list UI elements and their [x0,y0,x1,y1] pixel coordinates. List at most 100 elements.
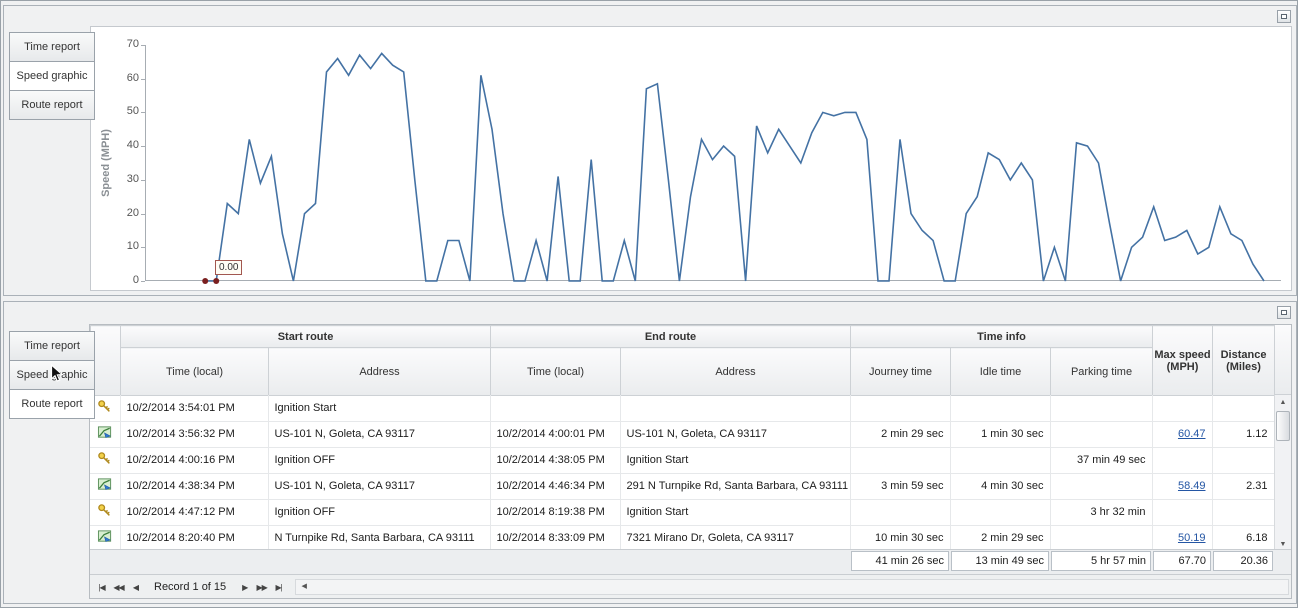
scrollbar-thumb[interactable] [1276,411,1290,441]
tab-speed-graphic[interactable]: Speed graphic [9,360,95,390]
cell-end-time: 10/2/2014 4:46:34 PM [490,473,621,500]
cell-idle-time: 1 min 30 sec [950,421,1051,448]
column-header-idle-time[interactable]: Idle time [950,347,1051,396]
summary-row: 41 min 26 sec 13 min 49 sec 5 hr 57 min … [90,549,1291,574]
y-axis-tick-label: 40 [126,139,139,152]
cell-idle-time [950,395,1051,422]
max-speed-link[interactable]: 58.49 [1177,480,1206,492]
collapse-panel-button[interactable] [1277,10,1291,23]
cell-journey-time: 10 min 30 sec [850,525,951,552]
table-row[interactable]: 10/2/2014 4:47:12 PM Ignition OFF 10/2/201… [90,499,1274,526]
cell-parking-time [1050,395,1153,422]
ignition-key-icon [97,452,112,469]
cell-end-time: 10/2/2014 8:19:38 PM [490,499,621,526]
cell-distance [1212,499,1274,526]
collapse-icon [1281,310,1287,315]
max-speed-link[interactable]: 50.19 [1177,532,1206,544]
tab-route-report[interactable]: Route report [9,90,95,120]
grid-header: Start route End route Time info Max spee… [90,325,1276,396]
cell-end-time: 10/2/2014 8:33:09 PM [490,525,621,552]
scroll-up-button[interactable]: ▲ [1279,399,1287,406]
first-record-button[interactable]: |◀ [98,583,105,592]
column-header-start-time[interactable]: Time (local) [120,347,269,396]
y-axis-tick-mark [141,78,145,80]
tab-speed-graphic[interactable]: Speed graphic [9,61,95,91]
y-axis-title: Speed (MPH) [100,129,112,197]
max-speed-link[interactable]: 60.47 [1177,428,1206,440]
cell-max-speed [1152,447,1213,474]
cell-end-address [620,395,851,422]
group-header-start-route: Start route [120,325,491,348]
cell-parking-time [1050,421,1153,448]
collapse-panel-button[interactable] [1277,306,1291,319]
scroll-down-button[interactable]: ▼ [1279,541,1287,548]
table-row[interactable]: 10/2/2014 4:38:34 PM US-101 N, Goleta, CA… [90,473,1274,500]
table-row[interactable]: 10/2/2014 3:56:32 PM US-101 N, Goleta, CA… [90,421,1274,448]
tab-time-report[interactable]: Time report [9,32,95,62]
y-axis-tick-label: 70 [126,38,139,50]
cell-start-address: Ignition Start [268,395,491,422]
group-header-time-info: Time info [849,325,1154,348]
cell-end-time: 10/2/2014 4:38:05 PM [490,447,621,474]
cell-idle-time [950,447,1051,474]
cell-end-time: 10/2/2014 4:00:01 PM [490,421,621,448]
horizontal-scrollbar[interactable]: ◀ [295,578,1289,595]
column-header-journey-time[interactable]: Journey time [850,347,951,396]
ignition-key-icon [97,399,112,417]
record-count-label: Record 1 of 15 [154,580,227,593]
tab-time-report[interactable]: Time report [9,331,95,361]
prev-page-button[interactable]: ◀◀ [113,583,124,592]
cell-end-address: US-101 N, Goleta, CA 93117 [620,421,851,448]
cell-parking-time: 37 min 49 sec [1050,447,1153,474]
next-page-button[interactable]: ▶▶ [256,583,268,592]
cell-journey-time [850,499,951,526]
y-axis-tick-label: 0 [132,274,139,286]
vertical-scrollbar[interactable]: ▲ ▼ [1274,395,1291,552]
column-header-distance[interactable]: Distance (Miles) [1212,325,1276,396]
route-map-icon [97,478,113,495]
summary-max-speed: 67.70 [1153,551,1211,571]
cell-parking-time [1050,473,1153,500]
column-header-end-time[interactable]: Time (local) [490,347,621,396]
summary-idle-time: 13 min 49 sec [951,551,1049,571]
cell-distance [1212,395,1274,422]
next-record-button[interactable]: ▶ [242,583,248,592]
row-type-cell [90,473,121,500]
table-row[interactable]: 10/2/2014 4:00:16 PM Ignition OFF 10/2/201… [90,447,1274,474]
table-row[interactable]: 10/2/2014 8:20:40 PM N Turnpike Rd, Santa… [90,525,1274,552]
cell-journey-time [850,395,951,422]
cell-journey-time: 3 min 59 sec [850,473,951,500]
row-type-cell [90,395,121,422]
table-row[interactable]: 10/2/2014 3:54:01 PM Ignition Start [90,395,1274,422]
tab-route-report[interactable]: Route report [9,389,95,419]
column-header-end-address[interactable]: Address [620,347,851,396]
column-header-start-address[interactable]: Address [268,347,491,396]
cell-end-address: 291 N Turnpike Rd, Santa Barbara, CA 931… [620,473,851,500]
speed-line-chart [202,52,1265,284]
grid-body-viewport: 10/2/2014 3:54:01 PM Ignition Start 10/2/2… [90,395,1274,552]
scroll-left-button[interactable]: ◀ [301,583,307,590]
cell-max-speed: 58.49 [1152,473,1213,500]
row-type-cell [90,447,121,474]
cell-distance: 2.31 [1212,473,1274,500]
cell-start-time: 10/2/2014 4:38:34 PM [120,473,269,500]
prev-record-button[interactable]: ◀ [132,583,139,592]
y-axis-tick-label: 50 [126,105,139,118]
icon-column-header [90,325,121,396]
line-start-marker [213,278,220,284]
cell-max-speed: 60.47 [1152,421,1213,448]
column-header-max-speed[interactable]: Max speed (MPH) [1152,325,1214,396]
last-record-button[interactable]: ▶| [275,583,283,592]
group-header-end-route: End route [490,325,851,348]
collapse-icon [1281,14,1287,19]
cell-start-address: US-101 N, Goleta, CA 93117 [268,421,491,448]
cell-start-time: 10/2/2014 3:56:32 PM [120,421,269,448]
cell-start-time: 10/2/2014 4:00:16 PM [120,447,269,474]
cell-max-speed [1152,499,1213,526]
y-axis-tick-mark [141,45,145,46]
cell-idle-time: 4 min 30 sec [950,473,1051,500]
cell-journey-time [850,447,951,474]
column-header-parking-time[interactable]: Parking time [1049,347,1154,396]
y-axis-tick-label: 10 [126,240,139,253]
cell-start-address: Ignition OFF [268,447,491,474]
